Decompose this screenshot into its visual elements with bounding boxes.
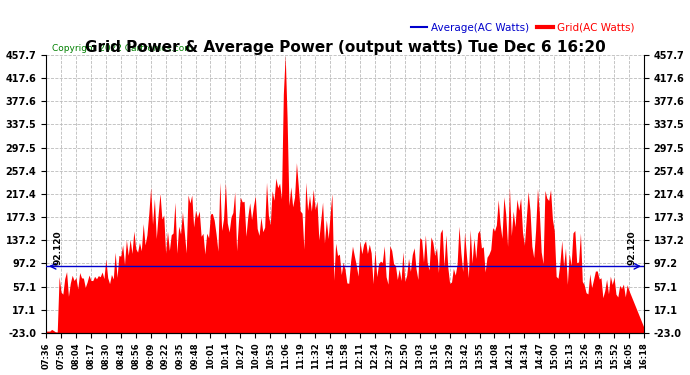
Text: 92.120: 92.120 <box>628 231 637 265</box>
Text: Copyright 2022 Cartronics.com: Copyright 2022 Cartronics.com <box>52 44 193 53</box>
Title: Grid Power & Average Power (output watts) Tue Dec 6 16:20: Grid Power & Average Power (output watts… <box>85 40 605 55</box>
Text: 92.120: 92.120 <box>53 231 62 265</box>
Legend: Average(AC Watts), Grid(AC Watts): Average(AC Watts), Grid(AC Watts) <box>407 18 639 37</box>
